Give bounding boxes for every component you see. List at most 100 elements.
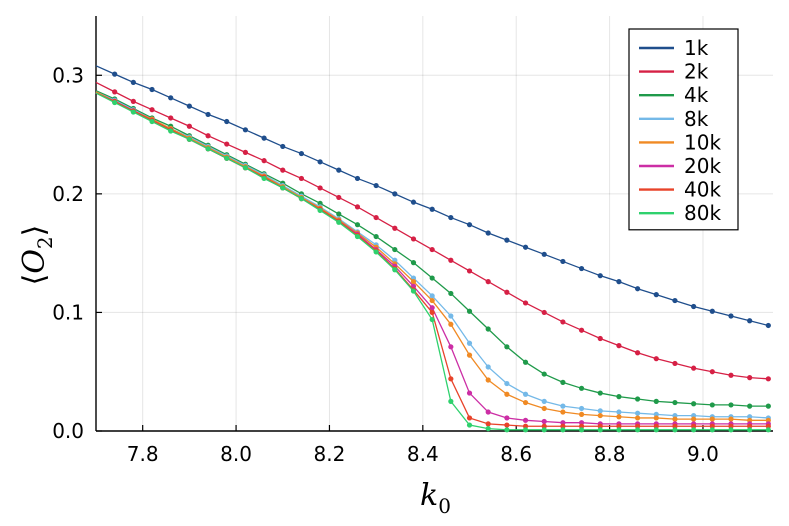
data-point bbox=[635, 423, 641, 429]
data-point bbox=[429, 275, 435, 281]
data-point bbox=[597, 408, 603, 414]
data-point bbox=[616, 414, 622, 420]
data-point bbox=[466, 268, 473, 274]
y-axis-label: ⟨O2⟩ bbox=[17, 225, 57, 286]
data-point bbox=[653, 415, 659, 421]
data-point bbox=[541, 427, 547, 433]
data-point bbox=[541, 251, 547, 257]
data-point bbox=[448, 313, 454, 319]
data-point bbox=[280, 185, 286, 191]
data-point bbox=[168, 128, 174, 134]
data-point bbox=[616, 279, 622, 285]
data-point bbox=[560, 403, 566, 409]
legend-item: 80k bbox=[639, 201, 721, 225]
data-point bbox=[709, 308, 715, 314]
data-point bbox=[728, 423, 734, 429]
data-point bbox=[765, 322, 771, 329]
data-point bbox=[635, 410, 641, 416]
data-point bbox=[672, 399, 678, 406]
data-point bbox=[672, 297, 678, 304]
data-point bbox=[765, 376, 771, 382]
legend-label: 8k bbox=[684, 107, 709, 131]
data-point bbox=[728, 313, 734, 319]
data-point bbox=[466, 352, 473, 358]
series-1k bbox=[95, 65, 771, 329]
data-point bbox=[336, 219, 342, 225]
data-point bbox=[205, 111, 211, 118]
data-point bbox=[448, 398, 454, 404]
data-point bbox=[354, 233, 361, 240]
data-point bbox=[616, 394, 622, 400]
data-point bbox=[298, 196, 305, 202]
data-point bbox=[616, 423, 622, 429]
data-point bbox=[149, 118, 155, 125]
data-point bbox=[317, 200, 323, 206]
data-point bbox=[541, 405, 547, 412]
data-point bbox=[392, 191, 398, 197]
data-point bbox=[242, 149, 249, 155]
data-point bbox=[485, 377, 491, 383]
data-point bbox=[653, 356, 659, 362]
data-point bbox=[765, 423, 771, 429]
data-point bbox=[392, 225, 398, 231]
data-point bbox=[728, 427, 734, 433]
x-tick-label: 8.2 bbox=[314, 442, 346, 466]
x-tick-label: 8.6 bbox=[500, 442, 532, 466]
legend-label: 2k bbox=[684, 60, 709, 84]
data-point bbox=[709, 427, 715, 433]
data-point bbox=[448, 321, 454, 327]
data-point bbox=[485, 364, 491, 370]
x-tick-label: 7.8 bbox=[127, 442, 159, 466]
data-point bbox=[522, 300, 529, 306]
x-tick-label: 8.0 bbox=[220, 442, 252, 466]
data-point bbox=[635, 350, 641, 356]
data-point bbox=[672, 427, 678, 433]
data-point bbox=[597, 423, 603, 429]
x-tick-label: 8.8 bbox=[594, 442, 626, 466]
data-point bbox=[504, 422, 510, 428]
data-point bbox=[747, 417, 753, 423]
data-point bbox=[298, 150, 305, 157]
data-point bbox=[504, 380, 510, 387]
data-point bbox=[448, 290, 454, 297]
data-point bbox=[429, 309, 435, 316]
y-tick-label: 0.2 bbox=[52, 182, 84, 206]
data-point bbox=[485, 426, 491, 432]
data-point bbox=[466, 390, 473, 396]
x-axis-label: k0 bbox=[420, 478, 451, 518]
y-axis-label-right-bracket: ⟩ bbox=[17, 225, 52, 237]
data-point bbox=[429, 206, 435, 212]
data-point bbox=[149, 86, 155, 93]
data-point bbox=[578, 327, 585, 333]
data-point bbox=[298, 175, 305, 182]
data-point bbox=[560, 319, 566, 325]
data-point bbox=[429, 305, 435, 311]
data-point bbox=[522, 427, 529, 433]
data-point bbox=[224, 155, 230, 161]
axes-frame bbox=[95, 16, 773, 432]
data-point bbox=[224, 141, 230, 147]
data-point bbox=[149, 107, 155, 113]
data-point bbox=[168, 95, 174, 101]
data-point bbox=[466, 222, 473, 228]
data-point bbox=[578, 427, 585, 433]
data-point bbox=[597, 390, 603, 396]
legend-label: 4k bbox=[684, 83, 709, 107]
data-point bbox=[485, 279, 491, 285]
data-point bbox=[504, 237, 510, 243]
data-point bbox=[504, 427, 510, 433]
data-point bbox=[410, 199, 417, 205]
data-point bbox=[242, 127, 249, 133]
data-point bbox=[616, 343, 622, 349]
data-point bbox=[392, 257, 398, 263]
data-point bbox=[747, 423, 753, 429]
data-point bbox=[672, 416, 678, 422]
data-point bbox=[485, 409, 491, 415]
data-point bbox=[672, 412, 678, 419]
data-point bbox=[635, 427, 641, 433]
legend-item: 20k bbox=[639, 154, 721, 178]
y-axis-label-left-bracket: ⟨ bbox=[17, 274, 52, 286]
data-point bbox=[728, 402, 734, 408]
